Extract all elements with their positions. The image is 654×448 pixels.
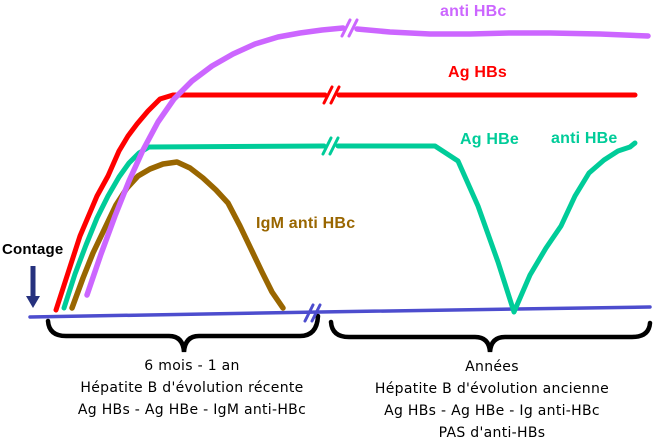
ag-hbs-curve-0 bbox=[53, 92, 328, 313]
contage-label: Contage bbox=[2, 241, 64, 258]
recent-phase-title: Hépatite B d'évolution récente bbox=[80, 380, 304, 396]
ancient-phase-no-antihbs: PAS d'anti-HBs bbox=[438, 425, 546, 441]
left-period-brace bbox=[45, 313, 321, 353]
ancient-phase-duration: Années bbox=[465, 359, 519, 375]
ancient-phase-annotation: Années Hépatite B d'évolution ancienne A… bbox=[342, 356, 642, 444]
right-period-brace bbox=[328, 319, 653, 353]
ag-hbe-break-slash-1 bbox=[328, 136, 340, 156]
recent-phase-duration: 6 mois - 1 an bbox=[144, 358, 240, 374]
ag-hbe-curve-label: Ag HBe bbox=[460, 131, 519, 148]
anti-hbc-break-slash-0 bbox=[340, 18, 352, 38]
ag-hbs-break-slash-1 bbox=[329, 85, 341, 105]
ancient-phase-title: Hépatite B d'évolution ancienne bbox=[374, 381, 610, 397]
anti-hbc-curve-label: anti HBc bbox=[440, 3, 507, 20]
anti-hbe-curve-label: anti HBe bbox=[551, 130, 618, 147]
igm-anti-hbc-curve-0 bbox=[69, 159, 286, 311]
ag-hbs-break-slash-0 bbox=[322, 85, 334, 105]
ag-hbe-break-slash-0 bbox=[321, 136, 333, 156]
anti-hbc-curve-1 bbox=[354, 26, 651, 39]
ancient-phase-markers: Ag HBs - Ag HBe - Ig anti-HBc bbox=[384, 403, 600, 419]
contage-arrow-head bbox=[26, 296, 40, 308]
ag-hbe-anti-hbe-curve-1 bbox=[335, 140, 638, 315]
anti-hbc-break-slash-1 bbox=[347, 18, 359, 38]
time-axis bbox=[28, 305, 652, 319]
ag-hbs-curve-label: Ag HBs bbox=[448, 64, 507, 81]
axis-break-slash-1 bbox=[310, 303, 322, 323]
anti-hbc-curve-0 bbox=[84, 25, 346, 298]
igm-anti-hbc-curve-label: IgM anti HBc bbox=[256, 215, 356, 232]
recent-phase-markers: Ag HBs - Ag HBe - IgM anti-HBc bbox=[77, 402, 307, 418]
axis-break-slash-0 bbox=[303, 303, 315, 323]
recent-phase-annotation: 6 mois - 1 an Hépatite B d'évolution réc… bbox=[42, 355, 342, 421]
